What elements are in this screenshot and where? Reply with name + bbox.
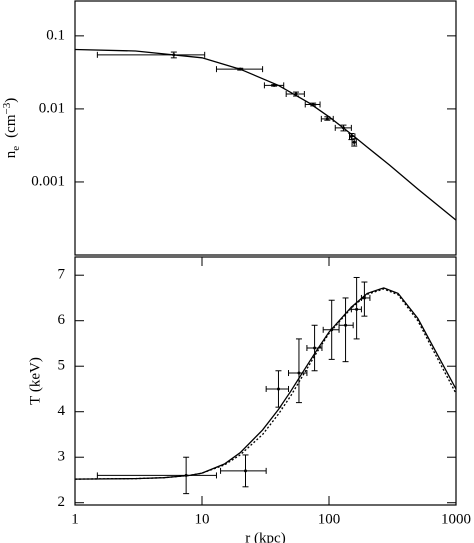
model-curve: [74, 48, 457, 221]
data-point: [344, 323, 348, 327]
y-axis-label: ne (cm−3): [1, 98, 22, 158]
plot-frame: [74, 0, 457, 256]
y-tick-label: 5: [58, 358, 66, 374]
y-tick-label: 3: [58, 449, 66, 465]
plot-frame: [74, 256, 457, 506]
data-point: [297, 371, 301, 375]
label-superscript: −3: [1, 102, 13, 114]
label-part: ): [3, 98, 19, 103]
data-point: [325, 117, 329, 121]
data-point: [352, 140, 356, 144]
y-tick-label: 0.01: [39, 100, 65, 116]
x-tick-label: 100: [318, 511, 341, 527]
label-part: (cm: [3, 114, 19, 138]
x-axis-label: r (kpc): [245, 530, 285, 543]
x-tick-label: 1000: [441, 511, 471, 527]
y-tick-label: 7: [58, 267, 66, 283]
y-tick-label: 2: [58, 494, 66, 510]
data-point: [276, 387, 280, 391]
y-tick-label: 0.1: [46, 27, 65, 43]
x-tick-label: 10: [195, 511, 210, 527]
data-point: [355, 307, 359, 311]
model-curve: [74, 287, 457, 480]
x-tick-label: 1: [71, 511, 79, 527]
y-tick-label: 4: [58, 403, 66, 419]
data-point: [243, 469, 247, 473]
data-point: [349, 134, 353, 138]
model-curve: [74, 288, 457, 480]
y-tick-label: 6: [58, 312, 66, 328]
y-axis-label: T (keV): [27, 357, 43, 405]
data-point: [313, 346, 317, 350]
label-subscript: e: [10, 146, 22, 151]
y-tick-label: 0.001: [31, 173, 65, 189]
data-point: [272, 83, 276, 87]
label-part: n: [3, 150, 19, 158]
